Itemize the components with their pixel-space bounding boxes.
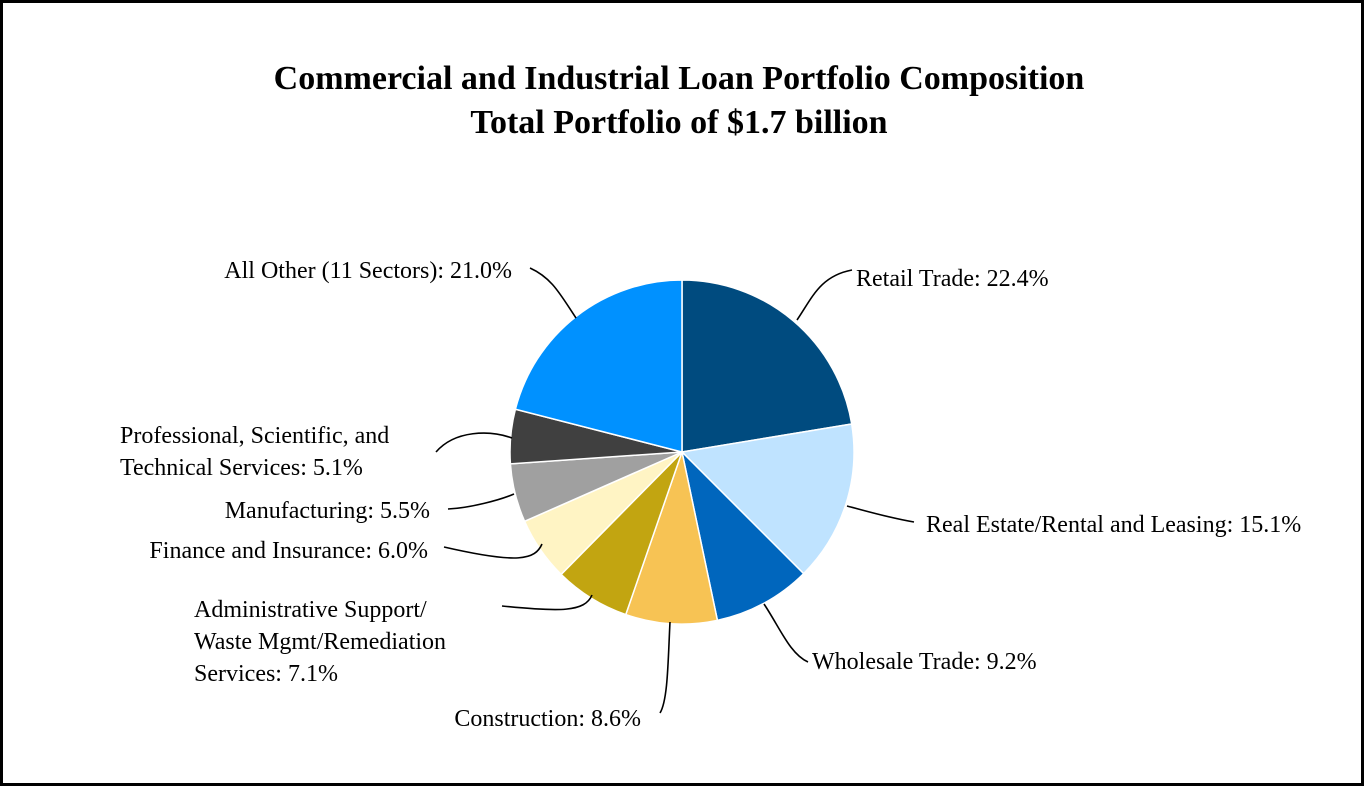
slice-label-wholesale-trade: Wholesale Trade: 9.2% <box>812 649 1037 675</box>
slice-label-line: Technical Services: 5.1% <box>120 455 363 481</box>
chart-title: Commercial and Industrial Loan Portfolio… <box>273 60 1085 97</box>
slice-label-professional-scientific-and-technical-services: Professional, Scientific, and Technical S… <box>120 423 389 481</box>
slice-label-line: Administrative Support/ <box>194 597 427 623</box>
slice-label-line: Construction: 8.6% <box>454 706 641 732</box>
slice-label-line: Waste Mgmt/Remediation <box>194 629 446 655</box>
pie-slices <box>509 279 855 625</box>
pie-slice-real-estate-rental-and-leasing <box>680 423 855 575</box>
slice-label-finance-and-insurance: Finance and Insurance: 6.0% <box>149 538 428 564</box>
chart-title-block: Commercial and Industrial Loan Portfolio… <box>0 57 1358 145</box>
slice-label-construction: Construction: 8.6% <box>454 706 641 732</box>
slice-label-all-other-11-sectors: All Other (11 Sectors): 21.0% <box>224 258 512 284</box>
leader-line-real-estate-rental-and-leasing <box>846 505 915 523</box>
slice-label-line: Wholesale Trade: 9.2% <box>812 649 1037 675</box>
leader-line-manufacturing <box>447 493 515 510</box>
leader-line-retail-trade <box>796 269 853 321</box>
pie-slice-retail-trade <box>681 279 853 453</box>
slice-label-line: Professional, Scientific, and <box>120 423 389 449</box>
slice-label-line: All Other (11 Sectors): 21.0% <box>224 258 512 284</box>
leader-line-finance-and-insurance <box>443 543 543 559</box>
leader-line-wholesale-trade <box>763 603 809 663</box>
leader-line-all-other-11-sectors <box>529 267 577 319</box>
slice-label-retail-trade: Retail Trade: 22.4% <box>856 266 1049 292</box>
slice-label-line: Manufacturing: 5.5% <box>225 498 430 524</box>
pie-slice-construction <box>624 449 719 625</box>
slice-label-line: Real Estate/Rental and Leasing: 15.1% <box>926 512 1301 538</box>
slice-label-manufacturing: Manufacturing: 5.5% <box>225 498 430 524</box>
pie-slice-all-other-11-sectors <box>514 279 683 453</box>
leader-lines <box>435 267 915 714</box>
slice-label-line: Retail Trade: 22.4% <box>856 266 1049 292</box>
chart-subtitle: Total Portfolio of $1.7 billion <box>470 104 888 141</box>
leader-line-construction <box>659 621 671 714</box>
slice-label-line: Services: 7.1% <box>194 661 338 687</box>
leader-line-administrative-support-waste-mgmt-remediation-services <box>501 594 593 611</box>
slice-label-line: Finance and Insurance: 6.0% <box>149 538 428 564</box>
slice-labels: Retail Trade: 22.4% Real Estate/Rental an… <box>120 258 1301 732</box>
pie-slice-wholesale-trade <box>680 449 805 622</box>
slice-label-real-estate-rental-and-leasing: Real Estate/Rental and Leasing: 15.1% <box>926 512 1301 538</box>
slice-label-administrative-support-waste-mgmt-remediation-services: Administrative Support/Waste Mgmt/Remedi… <box>194 597 446 687</box>
leader-line-professional-scientific-and-technical-services <box>435 432 513 453</box>
